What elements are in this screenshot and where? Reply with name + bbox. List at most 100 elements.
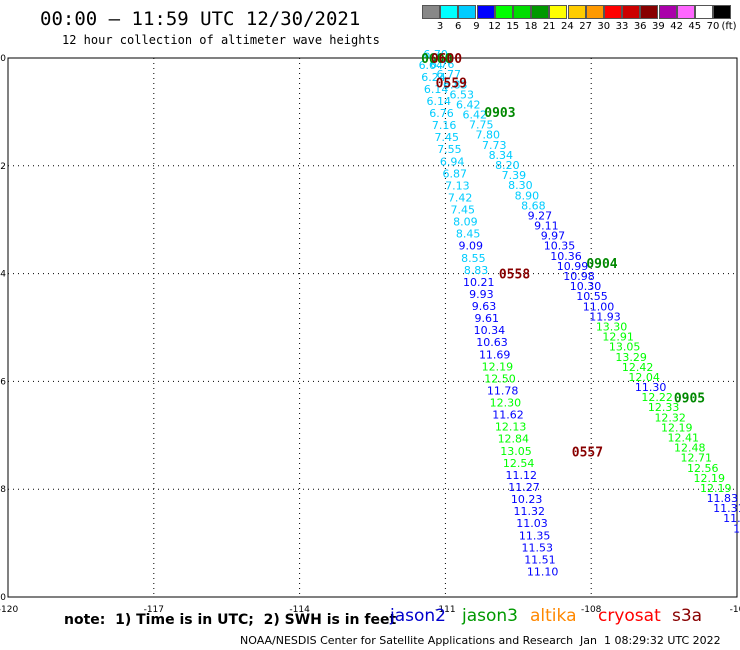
legend-swatch <box>695 5 713 19</box>
swh-value-label: 7.13 <box>445 179 470 192</box>
swh-value-label: 10.98 <box>563 270 595 283</box>
satellite-label-jason3: jason3 <box>462 606 518 626</box>
swh-value-label: 12.32 <box>654 411 686 424</box>
footer-credit: NOAA/NESDIS Center for Satellite Applica… <box>240 634 574 647</box>
swh-value-label: 7.42 <box>448 191 473 204</box>
pass-time-label: 0905 <box>674 392 705 407</box>
legend-swatch <box>422 5 440 19</box>
swh-value-label: 12.19 <box>694 472 726 485</box>
legend-label: 33 <box>615 21 629 32</box>
legend-swatch <box>713 5 732 19</box>
swh-value-label: 8.55 <box>461 252 486 265</box>
swh-value-label: 11.78 <box>487 384 519 397</box>
swh-value-label: 12.19 <box>700 482 732 495</box>
legend-label: 12 <box>488 21 501 32</box>
swh-value-label: 9.09 <box>458 240 483 253</box>
swh-value-label: 6.64 <box>419 59 444 72</box>
swh-value-label: 9.63 <box>472 300 497 313</box>
swh-value-label: 7.45 <box>435 131 460 144</box>
lon-tick-label: -114 <box>289 605 310 615</box>
legend-label: 27 <box>579 21 592 32</box>
pass-time-label: 0559 <box>436 76 467 91</box>
legend-swatch <box>604 5 622 19</box>
lat-tick-label: -50 <box>0 593 6 603</box>
chart-title: 00:00 – 11:59 UTC 12/30/2021 <box>40 8 361 30</box>
satellite-label-cryosat: cryosat <box>598 606 661 626</box>
lon-tick-label: -120 <box>0 605 18 615</box>
swh-value-label: 12.91 <box>602 331 634 344</box>
swh-value-label: 6.87 <box>443 167 468 180</box>
swh-value-label: 12.04 <box>628 371 660 384</box>
legend-label: 45 <box>688 21 702 32</box>
legend-label: 70 <box>706 21 720 32</box>
swh-value-label: 6.53 <box>449 88 474 101</box>
swh-value-label: 12.30 <box>490 397 522 410</box>
swh-value-label: 7.73 <box>482 139 507 152</box>
legend-swatch <box>658 5 677 19</box>
lat-tick-label: -40 <box>0 54 6 64</box>
legend-swatch <box>494 5 513 19</box>
swh-value-label: 13.30 <box>596 320 628 333</box>
swh-value-label: 11.51 <box>524 553 556 566</box>
legend-label: 21 <box>542 21 556 32</box>
pass-time-label: 0600 <box>421 52 452 67</box>
swh-value-label: 6.77 <box>436 68 461 81</box>
footer-date: Jan 1 08:29:32 UTC 2022 <box>580 634 721 647</box>
legend-swatch <box>513 5 531 19</box>
swh-value-label: 9.27 <box>528 209 553 222</box>
swh-value-label: 11.31 <box>713 502 740 515</box>
legend-label: 18 <box>524 21 538 32</box>
swh-value-label: 8.09 <box>453 216 478 229</box>
swh-value-label: 8.45 <box>456 228 481 241</box>
swh-value-label: 6.14 <box>427 95 452 108</box>
swh-value-label: 10.36 <box>550 250 582 263</box>
swh-value-label: 11.30 <box>635 381 667 394</box>
swh-value-label: 11. <box>733 522 740 535</box>
legend-label: 30 <box>597 21 611 32</box>
legend-swatch <box>622 5 641 19</box>
legend-swatch <box>476 5 495 19</box>
swh-value-label: 8.90 <box>515 189 540 202</box>
swh-value-label: 9.93 <box>469 288 494 301</box>
swh-value-label: 11.83 <box>707 492 739 505</box>
legend-unit: (ft) <box>721 21 737 32</box>
swh-value-label: 8.83 <box>464 264 489 277</box>
chart-subtitle: 12 hour collection of altimeter wave hei… <box>62 33 380 47</box>
swh-value-label: 13.05 <box>500 445 532 458</box>
swh-value-label: 6.14 <box>424 83 449 96</box>
swh-value-label: 11.27 <box>508 481 540 494</box>
swh-value-label: 11.12 <box>506 469 538 482</box>
swh-value-label: 8.30 <box>508 179 533 192</box>
swh-value-label: 11.03 <box>516 517 548 530</box>
swh-value-label: 8.68 <box>521 199 546 212</box>
swh-value-label: 6.42 <box>463 109 488 122</box>
lon-tick-label: -108 <box>581 605 602 615</box>
satellite-label-jason2: jason2 <box>390 606 446 626</box>
swh-value-label: 11.00 <box>583 300 615 313</box>
swh-value-label: 12.54 <box>503 457 535 470</box>
swh-value-label: 11.93 <box>589 310 621 323</box>
lat-tick-label: -48 <box>0 485 6 495</box>
swh-value-label: 9.61 <box>474 312 499 325</box>
swh-value-label: 11.35 <box>519 529 551 542</box>
legend-swatch <box>549 5 568 19</box>
lat-tick-label: -42 <box>0 162 6 172</box>
note-text: note: 1) Time is in UTC; 2) SWH is in fe… <box>64 612 397 628</box>
swh-value-label: 10.35 <box>544 240 576 253</box>
swh-value-label: 6.94 <box>440 155 465 168</box>
swh-value-label: 11.32 <box>514 505 546 518</box>
swh-value-label: 10.21 <box>463 276 495 289</box>
legend-label: 36 <box>633 21 647 32</box>
swh-value-label: 9.11 <box>534 220 559 233</box>
swh-value-label: 11.53 <box>522 541 554 554</box>
swh-value-label: 9.97 <box>541 230 566 243</box>
lon-tick-label: -117 <box>144 605 164 615</box>
swh-value-label: 8.20 <box>495 159 520 172</box>
legend-label: 3 <box>436 21 444 32</box>
pass-time-label: 0904 <box>586 257 617 272</box>
swh-value-label: 10.34 <box>474 324 506 337</box>
pass-time-label: 0903 <box>484 106 515 121</box>
swh-value-label: 6.24 <box>421 71 446 84</box>
pass-time-label: 0558 <box>499 268 530 283</box>
